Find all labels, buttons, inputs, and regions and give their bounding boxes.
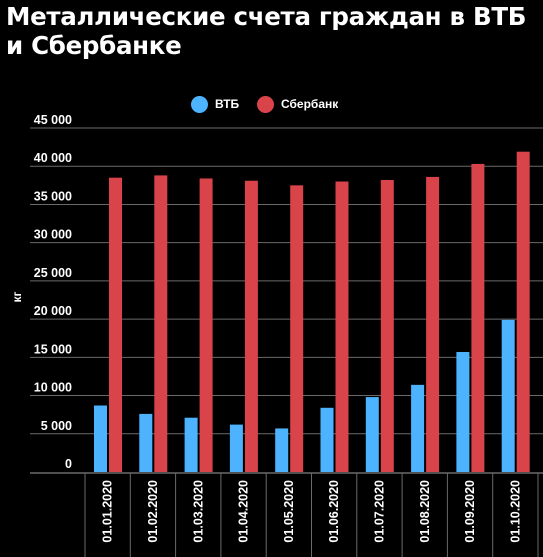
x-tick-label: 01.08.2020 bbox=[418, 480, 432, 543]
x-tick-label: 01.01.2020 bbox=[101, 480, 115, 543]
y-tick-label: 10 000 bbox=[34, 381, 72, 395]
legend-label-sber: Сбербанк bbox=[281, 97, 339, 111]
bar-vtb bbox=[229, 424, 243, 472]
x-tick-label: 01.10.2020 bbox=[508, 480, 522, 543]
y-tick-label: 15 000 bbox=[34, 342, 72, 356]
bar-vtb bbox=[320, 407, 334, 472]
bars bbox=[94, 151, 530, 473]
x-tick-label: 01.02.2020 bbox=[146, 480, 160, 543]
bar-sber bbox=[426, 176, 440, 472]
bar-vtb bbox=[94, 405, 107, 472]
x-tick-label: 01.05.2020 bbox=[282, 480, 296, 543]
legend: ВТБ Сбербанк bbox=[0, 92, 543, 116]
bar-sber bbox=[109, 177, 122, 472]
bar-vtb bbox=[501, 319, 515, 472]
legend-item-vtb[interactable]: ВТБ bbox=[191, 92, 239, 116]
y-tick-label: 45 000 bbox=[34, 113, 72, 127]
bar-sber bbox=[154, 175, 168, 472]
x-tick-label: 01.09.2020 bbox=[463, 480, 477, 543]
x-axis: 01.01.2020 01.02.2020 01.03.2020 01.04.2020… bbox=[30, 472, 543, 557]
x-tick-label: 01.04.2020 bbox=[237, 480, 251, 543]
x-tick-label: 01.03.2020 bbox=[191, 480, 205, 543]
legend-label-vtb: ВТБ bbox=[215, 97, 240, 111]
bar-sber bbox=[199, 178, 213, 472]
x-tick-label: 01.06.2020 bbox=[327, 480, 341, 543]
y-axis-title: кг bbox=[10, 291, 24, 302]
y-tick-label: 5 000 bbox=[41, 419, 72, 433]
y-tick-label: 30 000 bbox=[34, 228, 72, 242]
y-tick-label: 0 bbox=[65, 457, 72, 471]
bar-sber bbox=[335, 181, 349, 472]
legend-item-sber[interactable]: Сбербанк bbox=[257, 92, 338, 116]
bar-sber bbox=[290, 185, 304, 473]
legend-swatch-sber bbox=[257, 95, 274, 113]
bar-vtb bbox=[411, 384, 425, 472]
bar-sber bbox=[244, 180, 258, 472]
bar-vtb bbox=[139, 413, 153, 472]
y-tick-label: 35 000 bbox=[34, 189, 72, 203]
bar-sber bbox=[471, 163, 485, 472]
bar-sber bbox=[516, 151, 530, 472]
x-tick-label: 01.07.2020 bbox=[372, 480, 386, 543]
y-tick-label: 20 000 bbox=[34, 304, 72, 318]
bar-vtb bbox=[184, 417, 198, 472]
y-axis-ticks: 0 5 000 10 000 15 000 20 000 25 000 30 000 35 0… bbox=[34, 113, 72, 471]
y-tick-label: 40 000 bbox=[34, 151, 72, 165]
chart-title: Металлические счета граждан в ВТБ и Сбер… bbox=[6, 2, 527, 60]
bar-vtb bbox=[275, 428, 289, 472]
bar-sber bbox=[380, 179, 394, 472]
bar-vtb bbox=[365, 397, 379, 472]
bar-vtb bbox=[456, 351, 470, 472]
y-tick-label: 25 000 bbox=[34, 266, 72, 280]
legend-swatch-vtb bbox=[191, 95, 208, 113]
